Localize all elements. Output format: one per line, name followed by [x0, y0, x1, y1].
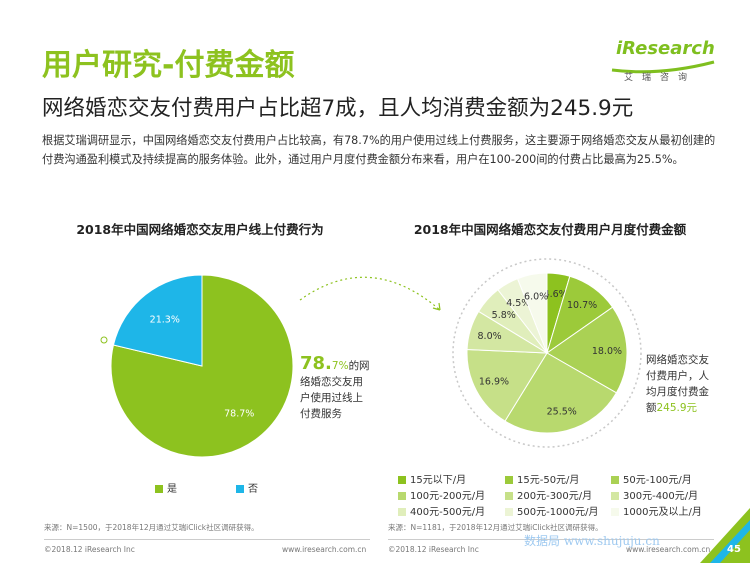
right-legend-label-1: 15元-50元/月 [517, 475, 580, 486]
page-subtitle: 网络婚恋交友付费用户占比超7成，且人均消费金额为245.9元 [42, 96, 634, 121]
right-legend-item-2: 50元-100元/月 [611, 471, 692, 486]
right-pie-slice-label-8: 6.0% [524, 292, 548, 303]
left-footer-divider [44, 539, 370, 540]
connector-arrowhead-icon [432, 302, 441, 311]
right-legend-item-5: 300元-400元/月 [611, 487, 698, 502]
right-legend-item-8: 1000元及以上/月 [611, 503, 702, 518]
left-pie-slice-label-0: 78.7% [224, 409, 254, 420]
left-footnote: 来源：N=1500，于2018年12月通过艾瑞iClick社区调研获得。 [44, 523, 259, 532]
right-footer-divider [388, 539, 714, 540]
right-pie: 4.6%10.7% 18.0% 25.5% 16.9% 8.0% 5.8%4.5%6.0% [466, 272, 628, 434]
right-legend-label-7: 500元-1000元/月 [517, 507, 599, 518]
right-pie-slice-label-2: 18.0% [592, 346, 622, 357]
right-chart-title: 2018年中国网络婚恋交友付费用户月度付费金额 [413, 222, 687, 237]
right-pie-slice-label-6: 5.8% [492, 310, 516, 321]
right-callout-text: 网络婚恋交友付费用户，人均月度付费金额 [646, 354, 709, 414]
right-legend-label-4: 200元-300元/月 [517, 491, 593, 502]
left-copyright: ©2018.12 iResearch Inc [44, 545, 135, 554]
intro-paragraph: 根据艾瑞调研显示，中国网络婚恋交友付费用户占比较高，有78.7%的用户使用过线上… [42, 134, 716, 166]
left-callout-number: 78. [300, 353, 332, 374]
logo-subtext: 艾瑞咨询 [624, 73, 697, 83]
right-legend-swatch-5 [611, 492, 619, 500]
right-pie-slice-label-3: 25.5% [547, 407, 577, 418]
right-pie-slice-3 [504, 352, 618, 434]
right-legend-item-3: 100元-200元/月 [398, 487, 485, 502]
right-legend-item-1: 15元-50元/月 [505, 471, 579, 486]
right-legend-item-0: 15元以下/月 [398, 471, 466, 486]
left-legend-item-0: 是 [155, 480, 177, 495]
right-pie-slice-4 [466, 348, 548, 422]
page-title: 用户研究-付费金额 [42, 48, 295, 83]
right-legend-swatch-6 [398, 508, 406, 516]
right-legend-label-6: 400元-500元/月 [410, 507, 486, 518]
right-legend-label-3: 100元-200元/月 [410, 491, 486, 502]
right-pie-slice-label-1: 10.7% [567, 300, 597, 311]
right-pie-slice-label-0: 4.6% [544, 289, 568, 300]
right-legend-label-8: 1000元及以上/月 [623, 507, 702, 518]
page-number: 45 [727, 544, 741, 555]
page-corner-stripe [710, 520, 750, 563]
left-callout: 78.7%的网络婚恋交友用户使用过线上付费服务 [300, 353, 372, 422]
right-legend-swatch-3 [398, 492, 406, 500]
right-legend-label-2: 50元-100元/月 [623, 475, 692, 486]
left-callout-number-small: 7% [331, 360, 349, 372]
connector-arrow [299, 276, 441, 311]
watermark: 数据局 www.shujuju.cn [524, 534, 660, 548]
left-legend-label-1: 否 [248, 484, 258, 495]
left-callout-text: 的网络婚恋交友用户使用过线上付费服务 [300, 360, 370, 420]
right-pie-slice-label-4: 16.9% [479, 377, 509, 388]
right-callout: 网络婚恋交友付费用户，人均月度付费金额245.9元 [646, 352, 718, 416]
right-legend-swatch-0 [398, 476, 406, 484]
left-chart-title: 2018年中国网络婚恋交友用户线上付费行为 [76, 222, 324, 237]
right-legend-swatch-4 [505, 492, 513, 500]
left-pie: 78.7% 21.3% [110, 274, 294, 458]
iresearch-logo: iResearch 艾瑞咨询 [610, 38, 718, 88]
right-footnote: 来源：N=1181，于2018年12月通过艾瑞iClick社区调研获得。 [388, 523, 603, 532]
page-corner [700, 508, 750, 563]
left-legend-label-0: 是 [167, 484, 177, 495]
right-legend-swatch-8 [611, 508, 619, 516]
right-pie-slice-label-5: 8.0% [478, 331, 502, 342]
left-url[interactable]: www.iresearch.com.cn [282, 545, 367, 554]
left-pie-slice-label-1: 21.3% [150, 314, 180, 325]
left-legend-swatch-0 [155, 485, 163, 493]
right-pie-slice-2 [546, 306, 628, 394]
left-pie-slice-1 [112, 274, 203, 367]
right-legend-swatch-7 [505, 508, 513, 516]
right-copyright: ©2018.12 iResearch Inc [388, 545, 479, 554]
right-pie-slice-label-7: 4.5% [506, 298, 530, 309]
right-legend-swatch-1 [505, 476, 513, 484]
right-pie-slice-8 [516, 272, 548, 354]
right-legend-item-7: 500元-1000元/月 [505, 503, 599, 518]
right-pie-ring [452, 258, 642, 448]
left-pie-dot [100, 336, 108, 344]
right-legend-item-4: 200元-300元/月 [505, 487, 592, 502]
left-legend-swatch-1 [236, 485, 244, 493]
page-corner-triangle [700, 508, 750, 563]
right-legend-label-5: 300元-400元/月 [623, 491, 699, 502]
right-legend-item-6: 400元-500元/月 [398, 503, 485, 518]
right-legend-swatch-2 [611, 476, 619, 484]
right-callout-value: 245.9元 [656, 402, 698, 414]
right-legend-label-0: 15元以下/月 [410, 475, 467, 486]
right-url[interactable]: www.iresearch.com.cn [626, 545, 711, 554]
logo-swoosh-icon [611, 60, 715, 74]
logo-wordmark: iResearch [616, 38, 715, 59]
left-legend-item-1: 否 [236, 480, 258, 495]
